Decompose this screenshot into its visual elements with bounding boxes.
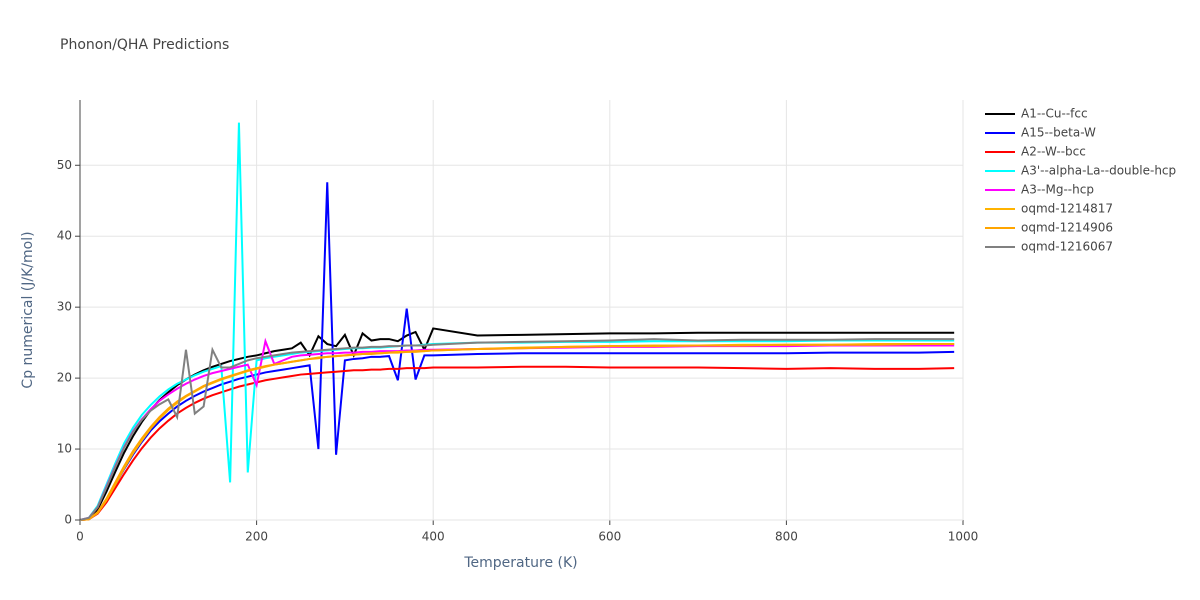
- y-tick-label: 40: [57, 229, 72, 243]
- legend-item[interactable]: A15--beta-W: [985, 126, 1096, 140]
- x-tick-label: 800: [775, 530, 798, 544]
- series-line: [79, 338, 955, 521]
- legend-label: A2--W--bcc: [1021, 145, 1086, 159]
- legend-label: oqmd-1214906: [1021, 221, 1113, 235]
- legend-label: oqmd-1214817: [1021, 202, 1113, 216]
- legend: A1--Cu--fcc A15--beta-W A2--W--bcc A3'--alp…: [985, 107, 1176, 254]
- y-tick-label: 10: [57, 442, 72, 456]
- legend-item[interactable]: oqmd-1214906: [985, 221, 1113, 235]
- x-tick-label: 600: [598, 530, 621, 544]
- y-tick-label: 0: [64, 513, 72, 527]
- legend-label: A3'--alpha-La--double-hcp: [1021, 164, 1176, 178]
- series-line: [79, 343, 955, 521]
- x-tick-label: 200: [245, 530, 268, 544]
- legend-label: oqmd-1216067: [1021, 240, 1113, 254]
- series-line: [79, 122, 955, 521]
- x-tick-label: 1000: [948, 530, 979, 544]
- x-tick-label: 400: [422, 530, 445, 544]
- legend-item[interactable]: A3--Mg--hcp: [985, 183, 1094, 197]
- legend-item[interactable]: A1--Cu--fcc: [985, 107, 1088, 121]
- y-tick-label: 50: [57, 158, 72, 172]
- series-line: [79, 343, 955, 521]
- series-line: [79, 182, 955, 521]
- legend-item[interactable]: A3'--alpha-La--double-hcp: [985, 164, 1176, 178]
- legend-label: A1--Cu--fcc: [1021, 107, 1088, 121]
- legend-item[interactable]: oqmd-1214817: [985, 202, 1113, 216]
- y-axis-title: Cp numerical (J/K/mol): [20, 231, 36, 388]
- grid: 0 200 400 600 800 1000 0 10 20 30 40 50: [57, 100, 979, 544]
- x-tick-label: 0: [76, 530, 84, 544]
- legend-item[interactable]: oqmd-1216067: [985, 240, 1113, 254]
- legend-item[interactable]: A2--W--bcc: [985, 145, 1086, 159]
- chart-title: Phonon/QHA Predictions: [60, 37, 229, 53]
- y-tick-label: 30: [57, 300, 72, 314]
- legend-label: A15--beta-W: [1021, 126, 1096, 140]
- plot-area: [79, 122, 955, 521]
- legend-label: A3--Mg--hcp: [1021, 183, 1094, 197]
- series-line: [79, 365, 955, 521]
- x-axis-title: Temperature (K): [463, 555, 577, 571]
- y-tick-label: 20: [57, 371, 72, 385]
